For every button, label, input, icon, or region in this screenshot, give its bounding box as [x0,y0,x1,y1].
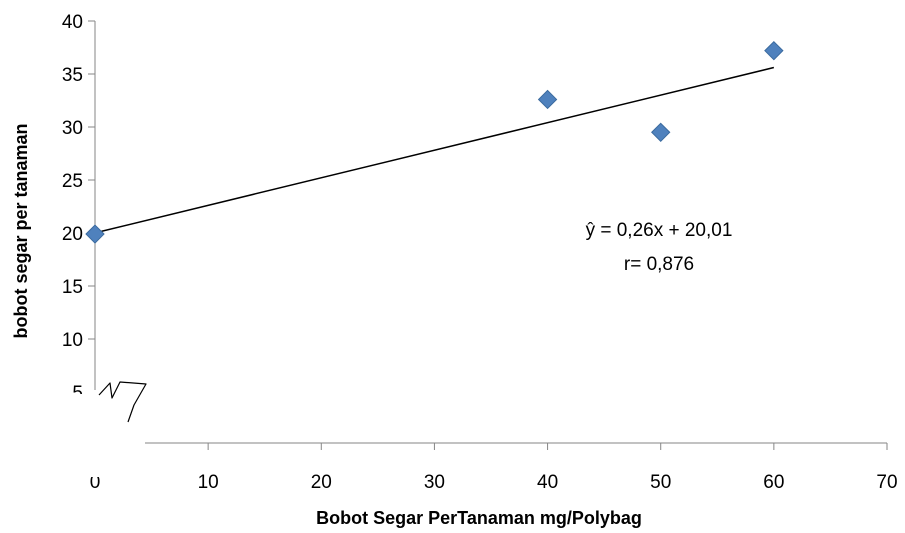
x-tick-label: 70 [876,472,897,493]
x-tick-label: 30 [424,472,445,493]
regression-equation: ŷ = 0,26x + 20,01 [586,220,733,241]
axis-break-marks [98,381,147,423]
x-tick-label: 50 [650,472,671,493]
x-axis: 0 10 20 30 40 50 60 70 [80,442,898,493]
y-tick-label: 10 [62,330,83,351]
data-point [764,40,784,61]
trendline [94,66,775,234]
y-axis: 5 10 15 20 25 30 35 40 [60,12,96,408]
y-tick-label: 40 [62,12,83,33]
x-tick-label: 60 [763,472,784,493]
x-tick-label: 10 [198,472,219,493]
y-tick-label: 5 [72,383,83,404]
data-point [651,122,671,143]
y-label-mask [60,394,94,408]
x-label-mask [80,466,110,477]
data-point [537,89,558,110]
y-axis-title: bobot segar per tanaman [11,123,31,338]
x-tick-label: 0 [90,472,101,493]
x-tick-label: 20 [311,472,332,493]
y-tick-label: 20 [62,224,83,245]
axis-break-icon [98,381,147,423]
trendline-group [94,66,775,234]
y-tick-label: 15 [62,277,83,298]
x-tick-label: 40 [537,472,558,493]
y-tick-label: 25 [62,171,83,192]
x-axis-title: Bobot Segar PerTanaman mg/Polybag [316,508,642,528]
data-points [85,40,784,244]
y-tick-label: 30 [62,118,83,139]
correlation-coefficient: r= 0,876 [624,254,694,275]
y-tick-label: 35 [62,65,83,86]
data-point [85,224,105,244]
